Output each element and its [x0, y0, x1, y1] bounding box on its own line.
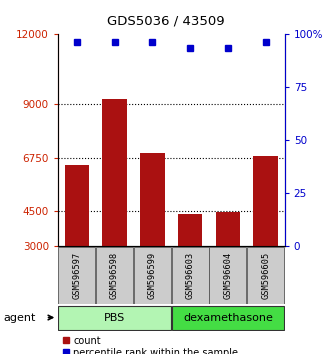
Bar [65, 165, 89, 317]
Text: PBS: PBS [104, 313, 125, 323]
Text: GSM596604: GSM596604 [223, 252, 232, 299]
Text: GSM596605: GSM596605 [261, 252, 270, 299]
Bar [134, 247, 171, 304]
Text: dexamethasone: dexamethasone [183, 313, 273, 323]
Bar [216, 212, 240, 317]
Bar [96, 247, 133, 304]
Text: GDS5036 / 43509: GDS5036 / 43509 [107, 14, 224, 27]
Bar [140, 153, 165, 317]
Bar [172, 247, 209, 304]
Text: GSM596597: GSM596597 [72, 252, 81, 299]
Text: agent: agent [3, 313, 36, 322]
Bar [178, 214, 203, 317]
Legend: count, percentile rank within the sample: count, percentile rank within the sample [63, 336, 238, 354]
Text: GSM596599: GSM596599 [148, 252, 157, 299]
Bar [58, 306, 171, 330]
Text: GSM596598: GSM596598 [110, 252, 119, 299]
Bar [58, 247, 95, 304]
Bar [254, 156, 278, 317]
Bar [172, 306, 284, 330]
Bar [102, 98, 127, 317]
Bar [210, 247, 247, 304]
Text: GSM596603: GSM596603 [186, 252, 195, 299]
Bar [247, 247, 284, 304]
